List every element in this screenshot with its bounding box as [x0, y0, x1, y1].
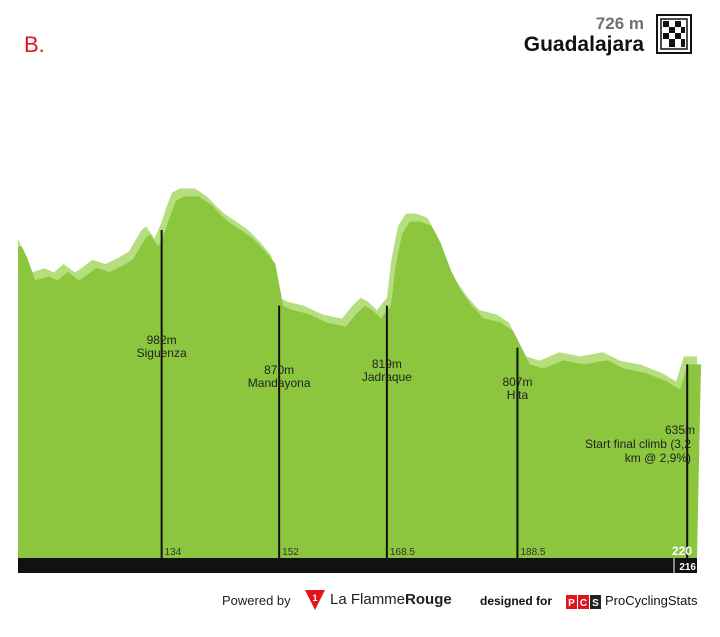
profile-area — [18, 196, 701, 558]
procyclingstats-name: ProCyclingStats — [605, 593, 698, 608]
end-distance-label: 220 — [672, 544, 692, 558]
la-flamme-rouge-name: La FlammeRouge — [330, 591, 452, 608]
climb-name-label: Siguenza — [137, 346, 187, 360]
climb-name-label: Jadraque — [362, 370, 412, 384]
la-flamme-rouge-logo-icon: 1 — [305, 590, 325, 610]
climb-altitude-label: 807m — [502, 375, 532, 389]
climb-km-label: 188.5 — [520, 547, 545, 558]
distance-axis-bar — [18, 558, 697, 573]
climb-altitude-label: 982m — [147, 333, 177, 347]
climb-km-label: 168.5 — [390, 547, 415, 558]
svg-text:1: 1 — [312, 593, 317, 603]
climb-altitude-label: 870m — [264, 363, 294, 377]
final-climb-altitude-label: 635m — [665, 423, 695, 437]
final-climb-name-label: Start final climb (3,2 — [585, 437, 691, 451]
climb-name-label: Hita — [507, 388, 529, 402]
svg-text:P: P — [568, 598, 575, 609]
svg-text:C: C — [580, 598, 587, 609]
finish-city: Guadalajara — [523, 33, 644, 56]
final-climb-detail-label: km @ 2,9%) — [625, 451, 691, 465]
climb-km-label: 152 — [282, 547, 299, 558]
panel-label: B. — [24, 32, 45, 57]
climb-km-label: 134 — [165, 547, 182, 558]
pcs-logo-icon: P C S — [566, 595, 601, 609]
flamme-prefix: La Flamme — [330, 591, 406, 608]
designed-for-label: designed for — [480, 594, 553, 608]
powered-by-label: Powered by — [222, 593, 291, 608]
total-distance-label: 216 — [679, 562, 696, 573]
finish-altitude: 726 m — [595, 14, 644, 33]
climb-altitude-label: 819m — [372, 357, 402, 371]
flamme-suffix: Rouge — [405, 591, 452, 608]
checkered-flag-icon — [656, 14, 692, 54]
svg-text:S: S — [592, 598, 599, 609]
climb-name-label: Mandayona — [248, 376, 311, 390]
